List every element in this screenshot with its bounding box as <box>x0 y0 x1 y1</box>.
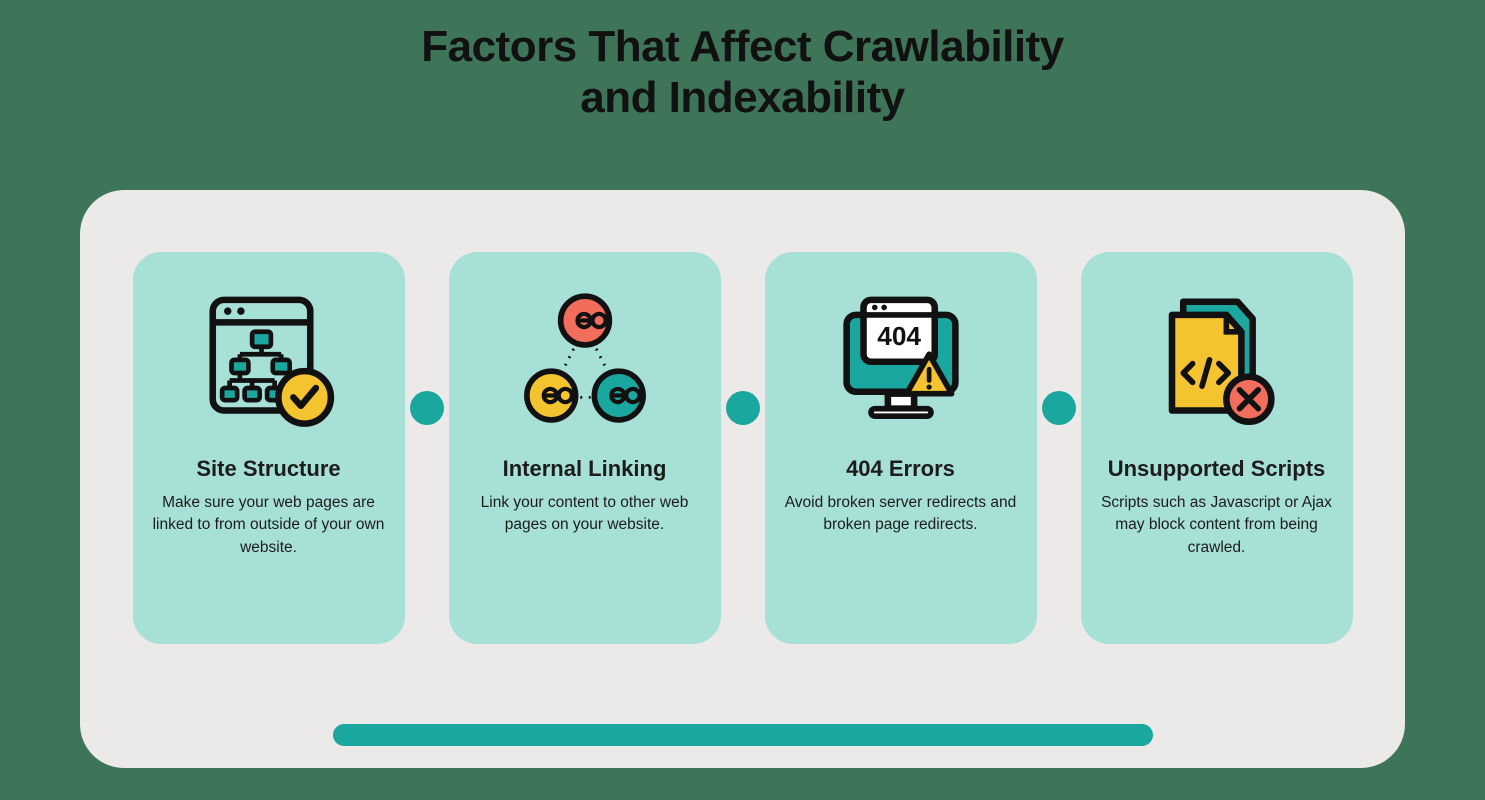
page-title-line2: and Indexability <box>580 73 905 122</box>
card-description: Make sure your web pages are linked to f… <box>153 492 385 559</box>
connector-dot-icon <box>1042 391 1076 425</box>
svg-text:404: 404 <box>877 321 921 351</box>
accent-bar <box>333 724 1153 746</box>
connector-dot-icon <box>410 391 444 425</box>
card-404-errors: 404 404 Errors Avoid broken server redir… <box>765 252 1037 644</box>
card-title: Internal Linking <box>503 456 667 482</box>
card-title: Site Structure <box>196 456 340 482</box>
page-title-line1: Factors That Affect Crawlability <box>421 22 1064 71</box>
card-description: Avoid broken server redirects and broken… <box>785 492 1017 537</box>
connector <box>405 252 449 644</box>
card-description: Link your content to other web pages on … <box>469 492 701 537</box>
connector-dot-icon <box>726 391 760 425</box>
connector <box>721 252 765 644</box>
card-unsupported-scripts: Unsupported Scripts Scripts such as Java… <box>1081 252 1353 644</box>
cards-row: Site Structure Make sure your web pages … <box>128 252 1357 644</box>
card-internal-linking: Internal Linking Link your content to ot… <box>449 252 721 644</box>
card-title: Unsupported Scripts <box>1108 456 1326 482</box>
site-structure-icon <box>189 278 349 438</box>
card-title: 404 Errors <box>846 456 955 482</box>
unsupported-scripts-icon <box>1137 278 1297 438</box>
internal-linking-icon <box>505 278 665 438</box>
connector <box>1037 252 1081 644</box>
404-errors-icon: 404 <box>821 278 981 438</box>
card-site-structure: Site Structure Make sure your web pages … <box>133 252 405 644</box>
page-title: Factors That Affect Crawlability and Ind… <box>0 0 1485 123</box>
content-panel: Site Structure Make sure your web pages … <box>80 190 1405 768</box>
card-description: Scripts such as Javascript or Ajax may b… <box>1101 492 1333 559</box>
